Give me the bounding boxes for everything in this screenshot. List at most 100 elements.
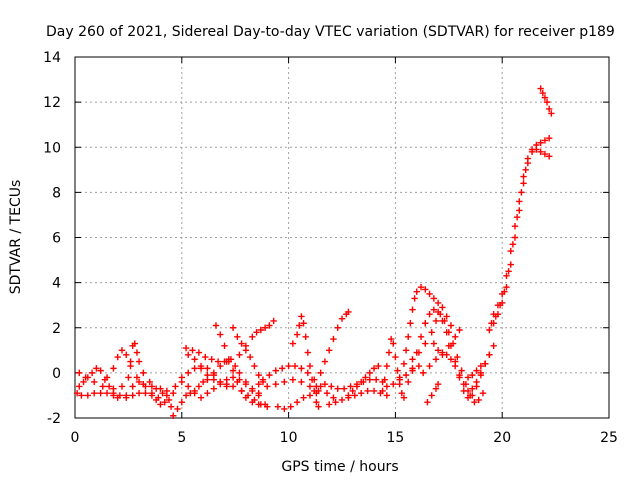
data-point-marker	[419, 369, 427, 377]
data-point-marker	[97, 367, 104, 374]
data-point-marker	[272, 367, 279, 374]
data-point-marker	[212, 322, 220, 329]
data-point-marker	[543, 98, 551, 106]
data-point-marker	[161, 399, 168, 406]
data-point-marker	[264, 383, 271, 390]
data-point-marker	[232, 362, 239, 370]
data-point-marker	[466, 392, 474, 399]
data-point-marker	[458, 367, 465, 374]
data-point-marker	[456, 326, 463, 334]
x-tick-label: 25	[600, 430, 618, 446]
data-point-marker	[407, 320, 414, 327]
data-point-marker	[195, 383, 203, 390]
data-point-marker	[249, 333, 256, 340]
data-point-marker	[125, 374, 132, 381]
data-point-marker	[449, 340, 457, 347]
data-point-marker	[334, 324, 341, 331]
data-point-marker	[289, 340, 297, 347]
data-point-marker	[148, 383, 156, 390]
data-point-marker	[204, 365, 211, 372]
data-point-marker	[110, 385, 117, 392]
data-point-marker	[278, 365, 286, 372]
data-point-marker	[464, 387, 472, 395]
data-point-marker	[296, 322, 303, 329]
data-point-marker	[118, 347, 126, 354]
data-point-marker	[383, 383, 391, 390]
data-point-marker	[274, 403, 282, 410]
data-point-marker	[148, 389, 156, 397]
data-point-marker	[255, 389, 262, 397]
data-point-marker	[249, 399, 256, 406]
data-point-marker	[227, 356, 235, 363]
data-point-marker	[507, 261, 514, 268]
data-point-marker	[481, 360, 489, 368]
data-point-marker	[379, 387, 386, 395]
data-point-marker	[197, 394, 205, 401]
data-point-marker	[387, 335, 395, 343]
data-points	[73, 85, 555, 419]
data-point-marker	[400, 394, 408, 401]
data-point-marker	[129, 383, 136, 390]
data-point-marker	[185, 351, 192, 359]
data-point-marker	[460, 380, 467, 388]
data-point-marker	[257, 326, 265, 334]
data-point-marker	[197, 365, 205, 372]
data-point-marker	[364, 387, 371, 395]
data-point-marker	[133, 349, 141, 356]
data-point-marker	[210, 369, 218, 377]
data-point-marker	[78, 392, 85, 399]
data-point-marker	[157, 385, 164, 392]
data-point-marker	[103, 389, 111, 397]
data-point-marker	[372, 376, 380, 383]
data-point-marker	[253, 329, 260, 336]
data-point-marker	[447, 322, 455, 329]
data-point-marker	[114, 353, 121, 361]
data-point-marker	[131, 340, 139, 347]
data-point-marker	[409, 306, 416, 313]
data-point-marker	[110, 392, 117, 399]
data-point-marker	[507, 247, 514, 255]
data-point-marker	[266, 371, 273, 379]
x-tick-label: 5	[177, 430, 186, 446]
data-point-marker	[182, 392, 190, 399]
data-point-marker	[300, 394, 307, 401]
data-point-marker	[473, 367, 480, 374]
data-point-marker	[345, 308, 352, 316]
data-point-marker	[129, 392, 136, 399]
data-point-marker	[381, 376, 388, 383]
data-point-marker	[116, 392, 124, 399]
data-point-marker	[311, 387, 318, 395]
data-point-marker	[204, 389, 211, 397]
data-point-marker	[496, 301, 504, 309]
data-point-marker	[422, 286, 429, 293]
data-point-marker	[473, 378, 480, 386]
data-point-marker	[266, 322, 273, 329]
data-point-marker	[434, 380, 442, 388]
data-point-marker	[518, 189, 525, 196]
axis-ticks: 0 5 10 15 20 25 -2 0 2 4 6 8 10 12 14	[43, 50, 618, 446]
data-point-marker	[221, 342, 228, 349]
data-point-marker	[202, 353, 209, 361]
data-point-marker	[118, 383, 126, 390]
data-point-marker	[236, 351, 243, 359]
x-tick-label: 15	[386, 430, 404, 446]
data-point-marker	[91, 389, 98, 397]
data-point-marker	[242, 342, 250, 349]
data-point-marker	[135, 358, 143, 365]
data-point-marker	[392, 353, 399, 361]
data-point-marker	[281, 378, 288, 386]
y-tick-label: 6	[52, 231, 61, 247]
data-point-marker	[127, 362, 134, 370]
data-point-marker	[255, 401, 262, 408]
data-point-marker	[217, 362, 224, 370]
y-tick-label: 14	[43, 50, 61, 66]
data-point-marker	[385, 349, 393, 356]
data-point-marker	[251, 362, 258, 370]
data-point-marker	[191, 356, 198, 363]
data-point-marker	[426, 362, 433, 370]
data-point-marker	[73, 389, 81, 397]
data-point-marker	[172, 383, 179, 390]
data-point-marker	[191, 389, 198, 397]
data-point-marker	[189, 347, 196, 354]
